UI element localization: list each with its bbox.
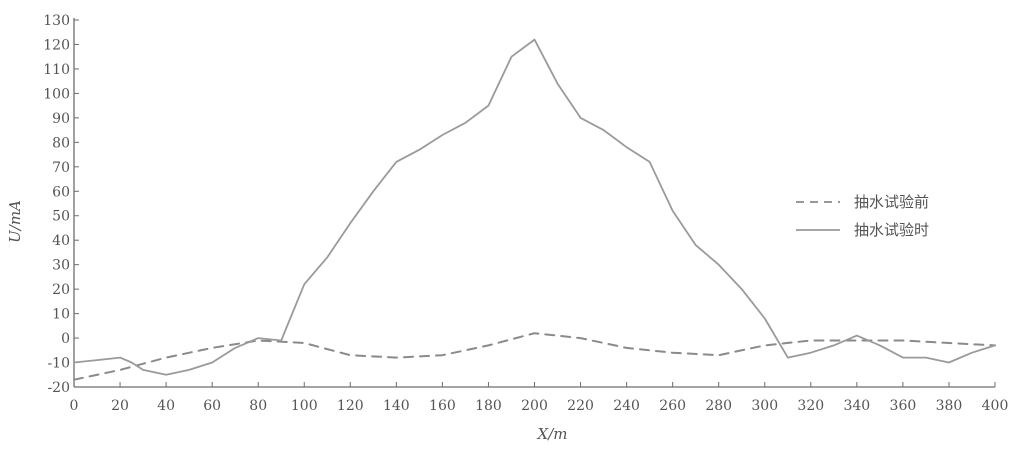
series-line-2 [73, 38, 996, 376]
y-tick-label: -20 [47, 380, 70, 396]
y-tick-label: -10 [47, 356, 70, 372]
x-tick-label: 40 [157, 398, 175, 414]
x-tick-label: 80 [249, 398, 267, 414]
y-tick-label: 30 [52, 258, 70, 274]
series-line-1 [73, 332, 996, 381]
y-tick-label: 50 [52, 209, 70, 225]
y-axis-title: U/mA [6, 200, 24, 243]
y-tick-label: 120 [43, 37, 70, 53]
y-tick-label: 80 [52, 135, 70, 151]
y-tick-label: 90 [52, 111, 70, 127]
x-tick-label: 260 [659, 398, 686, 414]
x-tick-label: 280 [705, 398, 732, 414]
x-tick-label: 340 [843, 398, 870, 414]
x-tick-label: 320 [797, 398, 824, 414]
y-tick-label: 60 [52, 184, 70, 200]
x-axis-title: X/m [537, 425, 568, 443]
x-tick-label: 60 [203, 398, 221, 414]
y-tick-label: 100 [43, 86, 70, 102]
x-tick-label: 220 [567, 398, 594, 414]
y-tick-label: 110 [43, 62, 70, 78]
y-tick-label: 130 [43, 13, 70, 29]
x-tick-label: 360 [890, 398, 917, 414]
x-tick-label: 300 [751, 398, 778, 414]
x-tick-label: 160 [429, 398, 456, 414]
y-tick-label: 70 [52, 160, 70, 176]
x-tick-label: 400 [982, 398, 1009, 414]
x-tick-label: 380 [936, 398, 963, 414]
legend-label-1: 抽水试验前 [854, 193, 929, 211]
legend-label-2: 抽水试验时 [854, 221, 929, 239]
x-tick-label: 120 [337, 398, 364, 414]
x-tick-label: 240 [613, 398, 640, 414]
x-tick-label: 140 [383, 398, 410, 414]
x-tick-label: 0 [70, 398, 79, 414]
x-tick-label: 100 [291, 398, 318, 414]
series-layer [73, 38, 996, 381]
y-tick-label: 40 [52, 233, 70, 249]
x-tick-label: 180 [475, 398, 502, 414]
y-tick-label: 0 [61, 331, 70, 347]
y-tick-label: 20 [52, 282, 70, 298]
y-tick-label: 10 [52, 307, 70, 323]
axes-layer: -20 -10 0 10 20 30 40 50 60 70 80 90 100 110 120 130 0 20… [6, 13, 1008, 443]
x-tick-label: 20 [111, 398, 129, 414]
x-tick-label: 200 [521, 398, 548, 414]
